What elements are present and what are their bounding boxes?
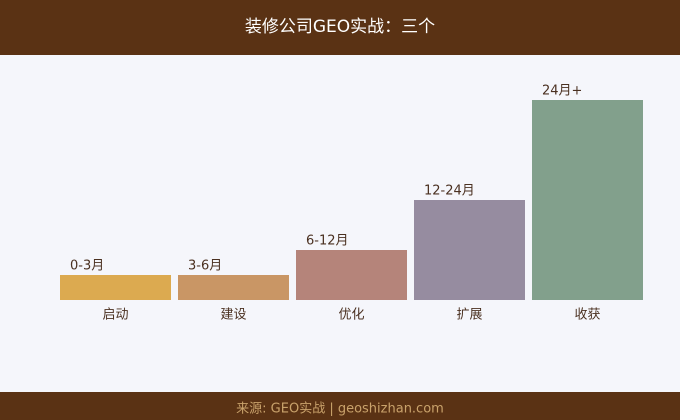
bar	[60, 275, 171, 300]
bar-label: 12-24月	[424, 184, 475, 199]
x-tick-label: 建设	[220, 308, 246, 323]
bar	[296, 250, 407, 300]
bar-label: 6-12月	[306, 234, 349, 249]
source: 来源: GEO实战 | geoshizhan.com	[236, 402, 444, 417]
bar-label: 3-6月	[188, 259, 222, 274]
chart-title: 装修公司GEO实战：三个	[245, 17, 435, 37]
bar-label: 24月+	[542, 84, 582, 99]
bar	[414, 200, 525, 300]
x-tick-label: 扩展	[456, 308, 482, 323]
bar	[532, 100, 643, 300]
header-bar	[0, 0, 680, 55]
footer-bar	[0, 392, 680, 420]
x-tick-label: 收获	[574, 308, 600, 323]
x-tick-label: 优化	[338, 308, 364, 323]
x-tick-label: 启动	[102, 308, 128, 323]
bar	[178, 275, 289, 300]
bar-label: 0-3月	[70, 259, 104, 274]
